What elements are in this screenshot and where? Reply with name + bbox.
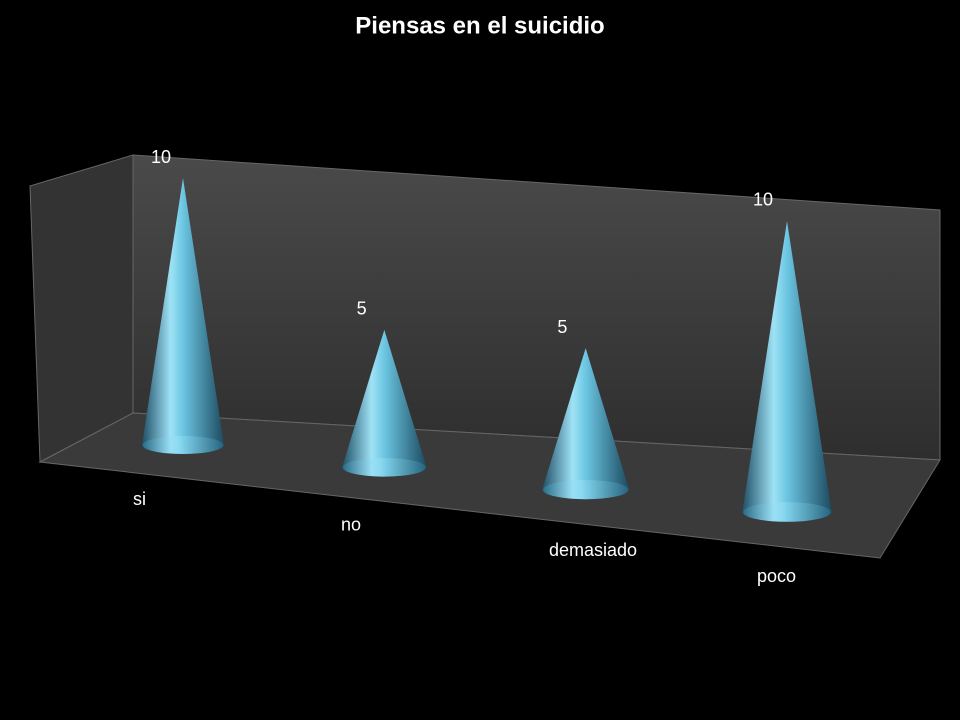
floor <box>38 412 941 559</box>
side-wall <box>29 154 134 463</box>
x-tick-label: poco <box>757 566 796 586</box>
plot-area: 10 si 5 no 5 demasiado 10 poco <box>133 147 832 586</box>
cone <box>342 329 427 477</box>
back-wall <box>132 154 941 461</box>
cone-base <box>342 458 426 477</box>
x-tick-label: si <box>133 489 146 509</box>
value-label: 5 <box>557 317 567 337</box>
cone <box>742 220 832 522</box>
value-label: 10 <box>753 190 773 210</box>
value-label: 10 <box>151 147 171 167</box>
cone-base <box>142 436 224 454</box>
cone <box>542 348 630 500</box>
cone-base <box>743 502 831 522</box>
chart-title: Piensas en el suicidio <box>355 12 604 39</box>
cone <box>142 178 224 454</box>
value-label: 5 <box>357 299 367 319</box>
x-tick-label: demasiado <box>549 540 637 560</box>
x-tick-label: no <box>341 514 361 534</box>
cone-base <box>543 480 629 500</box>
